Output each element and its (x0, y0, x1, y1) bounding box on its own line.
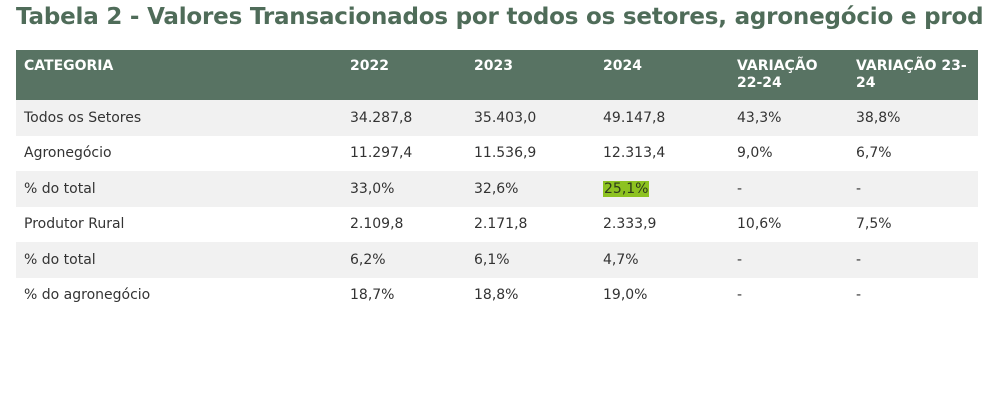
cell-variacao-23-24: 6,7% (856, 145, 892, 162)
cell-variacao-22-24: 10,6% (737, 216, 782, 233)
cell-2023: 11.536,9 (474, 145, 537, 162)
cell-variacao-22-24: - (737, 251, 743, 268)
cell-variacao-23-24: - (856, 251, 862, 268)
cell-2023: 6,1% (474, 251, 510, 268)
table-row: % do total 6,2% 6,1% 4,7% - - (16, 242, 978, 278)
cell-2024: 49.147,8 (603, 109, 666, 126)
cell-2022: 6,2% (350, 251, 386, 268)
cell-2022: 2.109,8 (350, 216, 404, 233)
column-header-2023: 2023 (474, 58, 513, 74)
table-row: % do agronegócio 18,7% 18,8% 19,0% - - (16, 277, 978, 313)
cell-2024: 12.313,4 (603, 145, 666, 162)
column-header-2022: 2022 (350, 58, 389, 74)
column-header-2024: 2024 (603, 58, 642, 74)
cell-2022: 18,7% (350, 287, 395, 304)
column-header-categoria: CATEGORIA (24, 58, 114, 74)
table-row: Produtor Rural 2.109,8 2.171,8 2.333,9 1… (16, 206, 978, 242)
table-row: Agronegócio 11.297,4 11.536,9 12.313,4 9… (16, 135, 978, 171)
table-title: Tabela 2 - Valores Transacionados por to… (16, 4, 985, 30)
cell-variacao-22-24: - (737, 287, 743, 304)
cell-categoria: % do total (24, 251, 96, 268)
cell-variacao-22-24: 9,0% (737, 145, 773, 162)
table-header-row: CATEGORIA 2022 2023 2024 VARIAÇÃO 22-24 … (16, 50, 978, 100)
table-row: Todos os Setores 34.287,8 35.403,0 49.14… (16, 100, 978, 136)
column-header-variacao-22-24: VARIAÇÃO 22-24 (737, 58, 818, 91)
cell-2024: 19,0% (603, 287, 648, 304)
cell-variacao-22-24: - (737, 180, 743, 197)
values-table: CATEGORIA 2022 2023 2024 VARIAÇÃO 22-24 … (16, 50, 978, 313)
cell-categoria: Agronegócio (24, 145, 112, 162)
cell-variacao-23-24: 38,8% (856, 109, 901, 126)
cell-2022: 11.297,4 (350, 145, 413, 162)
highlighted-value: 25,1% (603, 180, 650, 197)
column-header-variacao-23-24: VARIAÇÃO 23-24 (856, 58, 967, 91)
cell-2023: 18,8% (474, 287, 519, 304)
cell-2022: 34.287,8 (350, 109, 413, 126)
cell-categoria: Todos os Setores (24, 109, 142, 126)
cell-categoria: % do agronegócio (24, 287, 151, 304)
table-row: % do total 33,0% 32,6% 25,1% - - (16, 171, 978, 207)
cell-2023: 35.403,0 (474, 109, 537, 126)
cell-2024: 2.333,9 (603, 216, 657, 233)
cell-2024: 25,1% (595, 171, 729, 207)
cell-2023: 32,6% (474, 180, 519, 197)
cell-variacao-22-24: 43,3% (737, 109, 782, 126)
cell-categoria: Produtor Rural (24, 216, 125, 233)
cell-variacao-23-24: - (856, 287, 862, 304)
cell-variacao-23-24: - (856, 180, 862, 197)
cell-2024: 4,7% (603, 251, 639, 268)
cell-2023: 2.171,8 (474, 216, 528, 233)
cell-variacao-23-24: 7,5% (856, 216, 892, 233)
cell-categoria: % do total (24, 180, 96, 197)
cell-2022: 33,0% (350, 180, 395, 197)
